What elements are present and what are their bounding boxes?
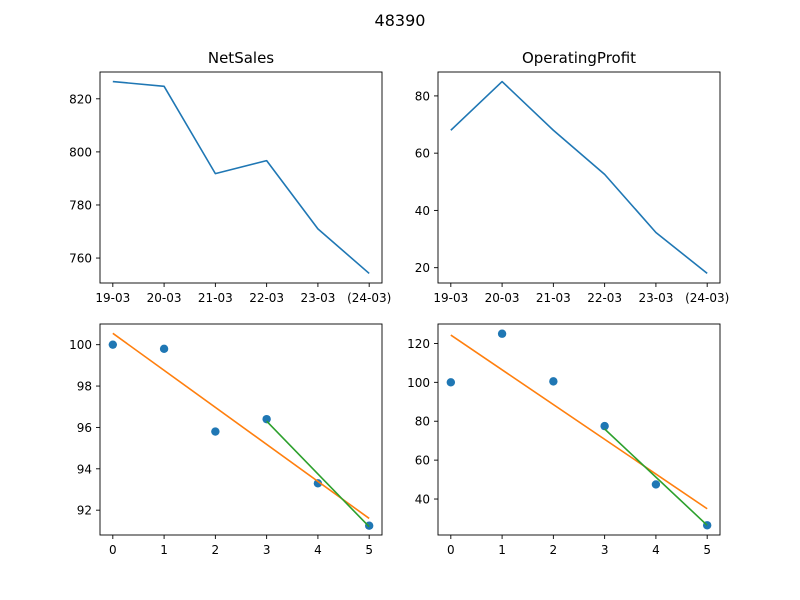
series-line-2 bbox=[112, 332, 370, 520]
y-tick-label: 40 bbox=[415, 493, 430, 507]
x-tick-label: 19-03 bbox=[95, 291, 130, 305]
x-tick-label: 19-03 bbox=[433, 291, 468, 305]
chart-title: NetSales bbox=[208, 49, 274, 67]
series-line-3 bbox=[266, 420, 370, 528]
y-tick-label: 98 bbox=[77, 380, 92, 394]
y-tick-label: 760 bbox=[69, 252, 92, 266]
x-tick-label: 21-03 bbox=[536, 291, 571, 305]
y-tick-label: 80 bbox=[415, 89, 430, 103]
figure-title: 48390 bbox=[375, 11, 426, 30]
y-tick-label: 60 bbox=[415, 454, 430, 468]
y-tick-label: 100 bbox=[407, 376, 430, 390]
data-point bbox=[651, 480, 661, 489]
y-tick-label: 60 bbox=[415, 147, 430, 161]
data-point bbox=[313, 479, 323, 488]
y-tick-label: 20 bbox=[415, 261, 430, 275]
y-tick-label: 120 bbox=[407, 337, 430, 351]
plot-frame bbox=[437, 323, 721, 536]
x-tick-label: 5 bbox=[703, 543, 711, 557]
x-tick-label: 3 bbox=[601, 543, 609, 557]
chart-panel-2: OperatingProfit 19-03 20-03 21-03 22-03 23-03… bbox=[415, 49, 730, 305]
x-tick-label: 3 bbox=[263, 543, 271, 557]
data-point bbox=[211, 427, 220, 436]
chart-panel-4: 0 1 2 3 4 5 40 60 80 100 120 bbox=[407, 323, 721, 557]
series-line-1 bbox=[450, 80, 708, 275]
data-point bbox=[262, 414, 271, 424]
x-tick-label: (24-03) bbox=[685, 291, 729, 305]
x-tick-label: 20-03 bbox=[147, 291, 182, 305]
x-tick-label: 22-03 bbox=[249, 291, 284, 305]
x-tick-label: 23-03 bbox=[300, 291, 335, 305]
series-line-1 bbox=[112, 80, 370, 275]
x-tick-label: 1 bbox=[498, 543, 506, 557]
plot-frame bbox=[437, 71, 721, 284]
y-tick-label: 800 bbox=[69, 145, 92, 159]
x-tick-label: 4 bbox=[652, 543, 660, 557]
x-tick-label: 2 bbox=[212, 543, 220, 557]
data-point bbox=[446, 378, 456, 387]
x-tick-label: 0 bbox=[447, 543, 455, 557]
chart-title: OperatingProfit bbox=[522, 49, 636, 67]
y-tick-label: 80 bbox=[415, 415, 430, 429]
x-tick-label: 22-03 bbox=[587, 291, 622, 305]
x-tick-label: (24-03) bbox=[347, 291, 391, 305]
plot-frame bbox=[99, 71, 383, 284]
x-tick-label: 23-03 bbox=[638, 291, 673, 305]
y-tick-label: 96 bbox=[77, 421, 92, 435]
y-tick-label: 780 bbox=[69, 198, 92, 212]
data-point bbox=[108, 340, 118, 349]
x-tick-label: 21-03 bbox=[198, 291, 233, 305]
x-tick-label: 4 bbox=[314, 543, 322, 557]
chart-panel-3: 0 1 2 3 4 5 92 94 96 98 100 bbox=[69, 323, 383, 557]
plot-frame bbox=[99, 323, 383, 536]
y-tick-label: 40 bbox=[415, 204, 430, 218]
x-tick-label: 0 bbox=[109, 543, 117, 557]
y-tick-label: 820 bbox=[69, 92, 92, 106]
series-line-3 bbox=[604, 428, 708, 526]
x-tick-label: 5 bbox=[365, 543, 373, 557]
y-tick-label: 100 bbox=[69, 338, 92, 352]
data-point bbox=[159, 344, 169, 354]
y-tick-label: 92 bbox=[77, 504, 92, 518]
x-tick-label: 20-03 bbox=[485, 291, 520, 305]
y-tick-label: 94 bbox=[77, 462, 92, 476]
series-line-2 bbox=[450, 334, 708, 510]
x-tick-label: 2 bbox=[550, 543, 558, 557]
x-tick-label: 1 bbox=[160, 543, 168, 557]
chart-panel-1: NetSales 19-03 20-03 21-03 22-03 23-03 (24-03)… bbox=[69, 49, 391, 305]
data-point bbox=[549, 377, 558, 386]
data-point bbox=[600, 421, 609, 431]
data-point bbox=[497, 329, 507, 338]
